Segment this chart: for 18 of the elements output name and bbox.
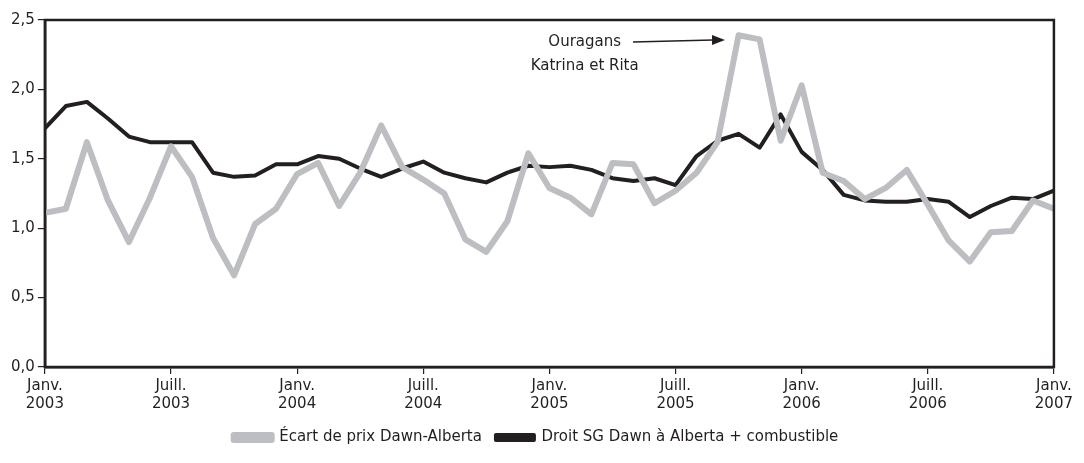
x-tick-label: Juill. 2005 [656, 375, 695, 412]
y-tick-label: 1,0 [11, 218, 35, 237]
x-tick-label: Juill. 2006 [908, 375, 947, 412]
x-tick-label: Janv. 2006 [782, 375, 821, 412]
x-tick-label: Janv. 2007 [1034, 375, 1074, 412]
y-tick-label: 0,0 [11, 356, 35, 375]
x-tick-label: Janv. 2004 [278, 375, 317, 412]
x-tick-label: Janv. 2003 [25, 375, 64, 412]
y-tick-label: 2,5 [11, 9, 35, 28]
x-tick-label: Janv. 2005 [530, 375, 569, 412]
x-tick-label: Juill. 2004 [404, 375, 443, 412]
legend-label: Écart de prix Dawn-Alberta [279, 426, 482, 446]
y-tick-label: 2,0 [11, 79, 35, 98]
annotation: Ouragans Katrina et Rita [530, 31, 639, 74]
legend-label: Droit SG Dawn à Alberta + combustible [541, 427, 839, 446]
y-tick-label: 1,5 [11, 148, 35, 167]
x-tick-label: Juill. 2003 [151, 375, 191, 412]
y-tick-label: 0,5 [11, 287, 35, 306]
